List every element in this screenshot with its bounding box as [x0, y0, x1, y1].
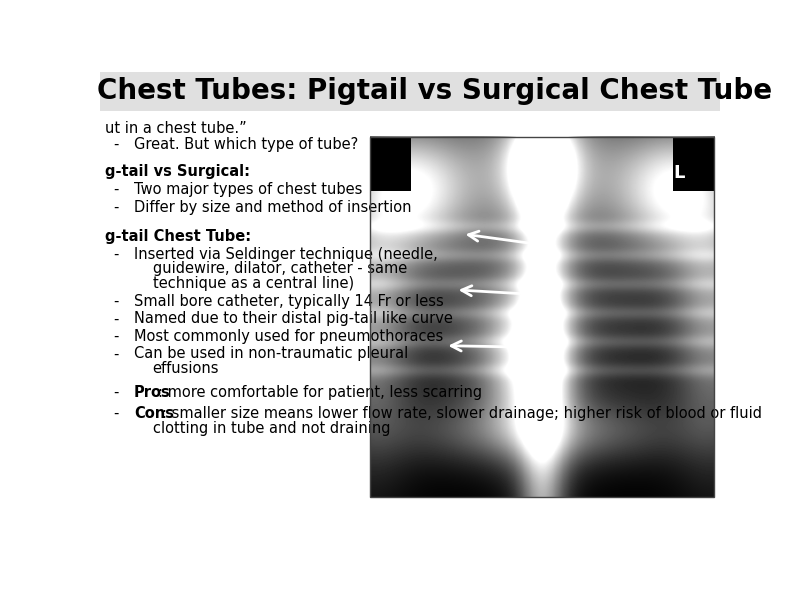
Text: -: - — [114, 294, 119, 309]
Text: -: - — [114, 247, 119, 262]
Text: -: - — [114, 406, 119, 421]
Text: -: - — [114, 182, 119, 197]
Text: Great. But which type of tube?: Great. But which type of tube? — [134, 137, 358, 152]
Text: Most commonly used for pneumothoraces: Most commonly used for pneumothoraces — [134, 329, 443, 344]
Text: -: - — [114, 200, 119, 215]
Text: Chest Tubes: Pigtail vs Surgical Chest Tube: Chest Tubes: Pigtail vs Surgical Chest T… — [97, 77, 772, 106]
Text: -: - — [114, 137, 119, 152]
Text: : smaller size means lower flow rate, slower drainage; higher risk of blood or f: : smaller size means lower flow rate, sl… — [162, 406, 762, 421]
FancyBboxPatch shape — [673, 137, 714, 191]
Text: g-tail vs Surgical:: g-tail vs Surgical: — [105, 164, 250, 179]
Text: clotting in tube and not draining: clotting in tube and not draining — [153, 421, 390, 436]
Text: technique as a central line): technique as a central line) — [153, 276, 354, 291]
FancyBboxPatch shape — [370, 137, 411, 191]
Text: guidewire, dilator, catheter - same: guidewire, dilator, catheter - same — [153, 262, 407, 277]
Text: -: - — [114, 329, 119, 344]
Text: g-tail Chest Tube:: g-tail Chest Tube: — [105, 229, 251, 244]
Text: Cons: Cons — [134, 406, 174, 421]
Text: effusions: effusions — [153, 361, 219, 376]
Text: ut in a chest tube.”: ut in a chest tube.” — [105, 121, 246, 136]
Text: Named due to their distal pig-tail like curve: Named due to their distal pig-tail like … — [134, 311, 453, 326]
FancyBboxPatch shape — [370, 137, 714, 497]
Text: -: - — [114, 311, 119, 326]
FancyBboxPatch shape — [100, 72, 720, 111]
Text: Pros: Pros — [134, 385, 171, 400]
Text: Can be used in non-traumatic pleural: Can be used in non-traumatic pleural — [134, 346, 408, 361]
Text: Two major types of chest tubes: Two major types of chest tubes — [134, 182, 362, 197]
Text: -: - — [114, 385, 119, 400]
Text: Inserted via Seldinger technique (needle,: Inserted via Seldinger technique (needle… — [134, 247, 438, 262]
Text: Differ by size and method of insertion: Differ by size and method of insertion — [134, 200, 412, 215]
Text: L: L — [674, 164, 685, 182]
Text: : more comfortable for patient, less scarring: : more comfortable for patient, less sca… — [158, 385, 482, 400]
Text: Small bore catheter, typically 14 Fr or less: Small bore catheter, typically 14 Fr or … — [134, 294, 444, 309]
Text: -: - — [114, 346, 119, 361]
